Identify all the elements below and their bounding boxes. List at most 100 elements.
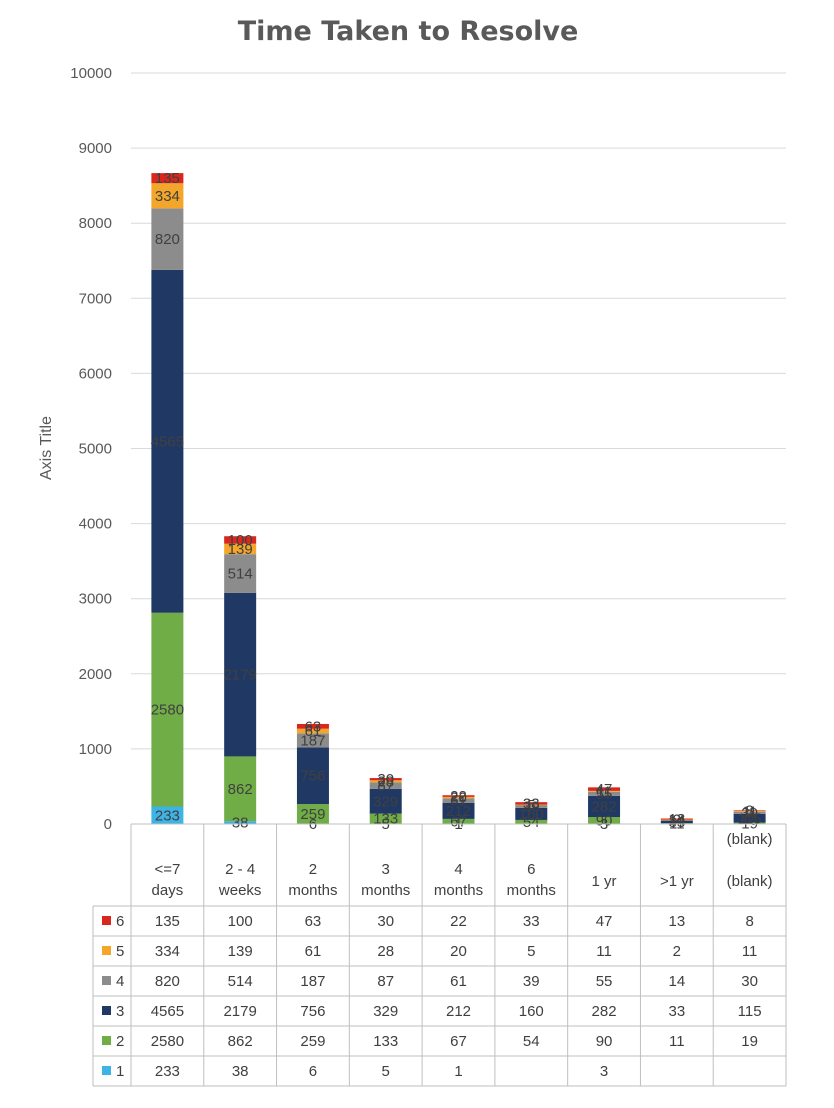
legend-label: 2 <box>116 1033 124 1050</box>
bar-segment <box>224 543 257 555</box>
data-label: 61 <box>450 793 467 810</box>
table-cell: 334 <box>155 943 180 960</box>
data-label: 54 <box>523 814 540 831</box>
table-cell: 61 <box>450 973 467 990</box>
category-label-line: months <box>361 882 410 899</box>
data-label: 28 <box>377 773 394 790</box>
category-label-line: months <box>288 882 337 899</box>
table-cell: 862 <box>228 1033 253 1050</box>
category-label-line: days <box>152 882 184 899</box>
data-table: <=7 days 2 - 4 weeks 2 months 3 months 4 months 6 m… <box>92 823 787 1087</box>
y-axis-title: Axis Title <box>38 416 55 480</box>
table-cell: 55 <box>596 973 613 990</box>
bar-segment <box>224 756 257 822</box>
data-label: 100 <box>228 532 253 549</box>
bar-segment <box>588 791 621 796</box>
data-label: 20 <box>450 790 467 807</box>
data-label: 55 <box>596 786 613 803</box>
data-label: 4565 <box>151 433 184 450</box>
y-tick-label: 10000 <box>70 65 112 82</box>
category-label-line: (blank) <box>727 873 773 890</box>
bar-segment <box>442 798 475 803</box>
bar-segment <box>224 536 257 544</box>
category-label-line: (blank) <box>727 831 773 848</box>
data-label: 61 <box>305 723 322 740</box>
bar-segment <box>151 208 184 270</box>
data-label: 329 <box>373 793 398 810</box>
bar-segment <box>515 807 548 820</box>
bar-segment <box>442 802 475 819</box>
category-label: <=7 days <box>152 861 184 899</box>
chart-title: Time Taken to Resolve <box>238 16 579 47</box>
category-label-line: 2 <box>309 861 317 878</box>
bar-segment <box>442 796 475 799</box>
data-label: 67 <box>450 813 467 830</box>
table-cell: 514 <box>228 973 253 990</box>
legend-label: 1 <box>116 1063 124 1080</box>
data-label: 2179 <box>223 667 256 684</box>
category-label: 2 months <box>288 861 337 899</box>
table-cell: 160 <box>519 1003 544 1020</box>
bar-segment <box>588 787 621 791</box>
data-label: 14 <box>668 812 685 829</box>
bar-segment <box>151 806 184 824</box>
bar-segment <box>660 818 693 820</box>
bar-segment <box>660 819 693 821</box>
bar-segment <box>733 810 766 812</box>
bar-segment <box>442 818 475 824</box>
table-cell: 187 <box>300 973 325 990</box>
category-label: 1 yr <box>592 873 617 890</box>
data-label: 33 <box>668 814 685 831</box>
table-cell: 282 <box>592 1003 617 1020</box>
category-label-line: 4 <box>454 861 462 878</box>
bar-segment <box>296 747 329 805</box>
table-cell: 6 <box>309 1063 317 1080</box>
data-label: 13 <box>668 811 685 828</box>
bar-segment <box>296 804 329 824</box>
bar-segment <box>224 592 257 757</box>
data-label: 756 <box>300 768 325 785</box>
category-label-line: >1 yr <box>660 873 694 890</box>
data-label: 8 <box>745 803 753 820</box>
data-label: 30 <box>741 805 758 822</box>
bar-segment <box>296 723 329 729</box>
data-label: 187 <box>300 732 325 749</box>
table-cell: 820 <box>155 973 180 990</box>
category-label-line: weeks <box>218 882 262 899</box>
category-label-line: 6 <box>527 861 535 878</box>
data-label: 160 <box>519 806 544 823</box>
bar-segment <box>151 183 184 209</box>
bar-segment <box>151 269 184 613</box>
bar-segment <box>733 811 766 814</box>
bar-segment <box>296 728 329 734</box>
y-tick-label: 3000 <box>79 591 112 608</box>
bar-segment <box>369 780 402 783</box>
data-label: 2 <box>673 812 681 829</box>
data-label: 862 <box>228 781 253 798</box>
data-label: 39 <box>523 798 540 815</box>
table-cell: 5 <box>382 1063 390 1080</box>
legend-key <box>102 1066 111 1075</box>
table-cell: 1 <box>454 1063 462 1080</box>
bar-segment <box>733 822 766 824</box>
bar-segment <box>588 790 621 792</box>
data-label: 87 <box>377 778 394 795</box>
y-tick-label: 2000 <box>79 666 112 683</box>
category-label-line: <=7 <box>154 861 180 878</box>
data-label: 135 <box>155 170 180 187</box>
table-cell: 4565 <box>151 1003 184 1020</box>
category-label: 2 - 4 weeks <box>218 861 262 899</box>
table-cell: 11 <box>742 943 758 960</box>
table-cell: 2179 <box>223 1003 256 1020</box>
bar-segment <box>515 804 548 808</box>
table-cell: 13 <box>668 913 685 930</box>
table-cell: 2 <box>673 943 681 960</box>
bar-segment <box>660 819 693 821</box>
category-label: (blank) (blank) <box>727 831 773 890</box>
table-cell: 39 <box>523 973 540 990</box>
category-label: 4 months <box>434 861 483 899</box>
bar-segment <box>660 820 693 824</box>
bar-segment <box>151 612 184 807</box>
y-tick-label: 7000 <box>79 290 112 307</box>
